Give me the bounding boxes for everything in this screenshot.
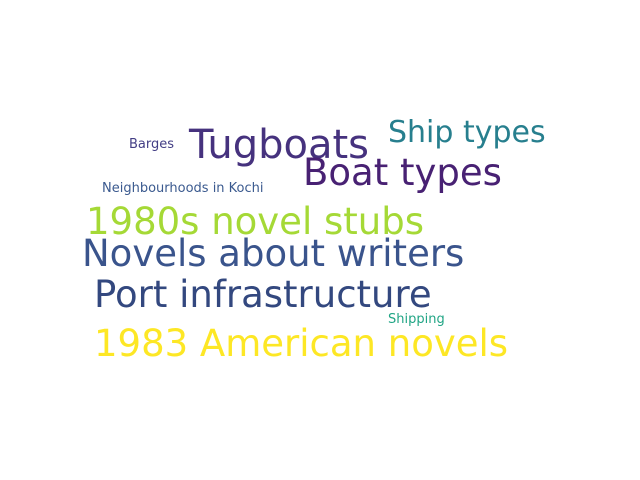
word-port-infrastructure: Port infrastructure xyxy=(94,273,432,316)
word-neighbourhoods-in-kochi: Neighbourhoods in Kochi xyxy=(102,181,264,196)
word-novels-about-writers: Novels about writers xyxy=(82,232,465,275)
word-tugboats: Tugboats xyxy=(189,122,369,168)
word-1980s-novel-stubs: 1980s novel stubs xyxy=(86,200,424,243)
word-1983-american-novels: 1983 American novels xyxy=(94,322,509,365)
word-ship-types: Ship types xyxy=(388,115,546,150)
word-barges: Barges xyxy=(129,137,175,152)
word-boat-types: Boat types xyxy=(303,151,502,194)
word-shipping: Shipping xyxy=(388,312,445,327)
